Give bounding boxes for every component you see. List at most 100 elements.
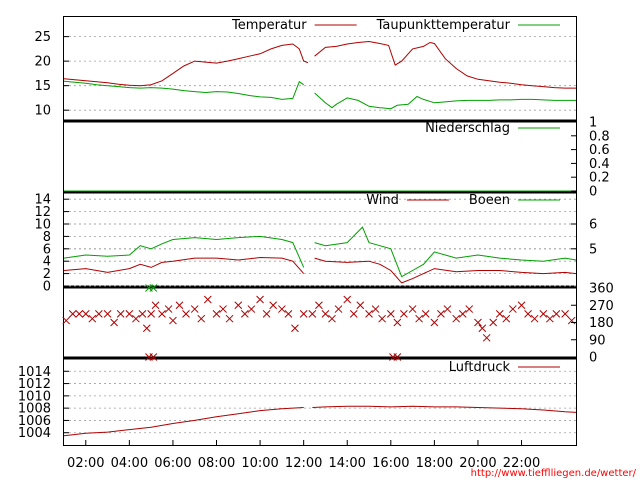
x-tick-label: 20:00 [459,456,496,471]
wind-direction-point [378,314,386,323]
wind-direction-point [430,318,439,327]
legend-label: Wind [366,193,399,208]
wind-direction-point [308,310,317,318]
wind-direction-point [517,301,526,310]
y-tick-label-left: 1014 [18,365,51,380]
wind-direction-point [328,314,336,323]
wind-direction-point [393,353,402,361]
y-tick-label-left: 0 [43,280,51,295]
wind-direction-point [321,310,330,318]
wind-direction-point [452,314,461,323]
wind-direction-point [278,305,286,313]
wind-direction-point [103,310,112,318]
y-tick-label-left: 4 [43,255,51,270]
legend-label: Boeen [469,193,510,208]
y-tick-label-left: 6 [43,242,51,257]
y-tick-label-right: 360 [589,282,614,297]
series-line-temperatur [63,40,576,89]
y-tick-label-right: 0.6 [589,143,610,158]
wind-direction-point [234,301,243,310]
wind-direction-point [371,305,380,313]
wind-direction-point [240,310,249,318]
wind-direction-point [552,310,561,318]
wind-direction-point [164,305,173,313]
wind-direction-point [110,318,118,327]
legend-layer: Taupunkttemperatur Temperatur Niederschlag… [231,18,560,375]
wind-direction-point [149,353,158,361]
y-tick-label-left: 1012 [18,377,51,392]
y-tick-label-right: 0.2 [589,171,610,186]
wind-direction-point [182,310,190,318]
wind-direction-point [334,305,343,313]
wind-direction-point [393,318,402,327]
wind-direction-point [386,310,395,318]
credit-link[interactable]: http://www.tiefflliegen.de/wetter/ [471,468,637,479]
y-tick-label-right: 6 [589,218,597,233]
wind-direction-point [408,305,417,313]
y-tick-label-left: 15 [34,79,51,94]
x-tick-label: 06:00 [154,456,191,471]
series-line-taupunkttemperatur [63,80,576,110]
x-tick-label: 08:00 [198,456,235,471]
wind-direction-point [81,310,90,318]
x-tick-label: 18:00 [416,456,453,471]
x-tick-label: 04:00 [111,456,148,471]
y-tick-label-right: 0.4 [589,157,610,172]
y-tick-label-right: 0 [589,185,597,200]
x-tick-label: 02:00 [67,456,104,471]
series-line-wind [63,256,577,284]
data-layer [62,40,577,437]
wind-direction-point [443,305,452,313]
wind-direction-point [219,305,227,313]
series-line-luftdruck [63,405,577,437]
wind-direction-point [508,305,517,313]
wind-direction-point [458,310,467,318]
legend-label: Temperatur [231,18,307,33]
wind-direction-point [203,295,212,304]
y-tick-label-left: 20 [34,55,51,70]
wind-direction-point [356,301,365,310]
wind-direction-point [421,310,430,318]
wind-direction-point [116,310,125,318]
wind-direction-point [437,310,445,318]
wind-direction-point [365,310,373,318]
wind-direction-point [524,310,532,318]
y-tick-label-left: 10 [34,104,51,119]
legend-label: Niederschlag [425,121,510,136]
wind-direction-point [561,310,569,318]
y-tick-label-left: 25 [34,30,51,45]
wind-direction-point [212,310,221,318]
wind-direction-point [415,314,423,323]
y-tick-label-right: 270 [589,299,614,314]
x-tick-label: 14:00 [328,456,365,471]
x-tick-label: 16:00 [372,456,409,471]
y-tick-label-left: 1006 [18,414,51,429]
y-tick-label-left: 10 [34,218,51,233]
wind-direction-point [530,314,539,323]
x-tick-label: 12:00 [285,456,322,471]
wind-direction-point [68,310,77,318]
y-tick-label-left: 1010 [18,389,51,404]
wind-direction-point [125,310,134,318]
wind-direction-point [291,324,299,333]
wind-direction-point [62,316,71,325]
wind-direction-point [190,305,199,313]
wind-direction-point [88,314,97,323]
legend-label: Taupunkttemperatur [376,18,511,33]
wind-direction-point [75,310,84,318]
wind-direction-point [256,295,264,304]
wind-direction-point [262,310,271,318]
wind-direction-point [132,314,140,323]
wind-direction-point [474,318,482,327]
wind-direction-point [482,333,491,342]
y-tick-label-right: 180 [589,316,614,331]
y-tick-label-left: 1008 [18,402,51,417]
y-tick-label-left: 12 [34,205,51,220]
y-tick-label-left: 8 [43,230,51,245]
wind-direction-point [284,310,293,318]
wind-direction-point [315,301,323,310]
wind-direction-point [495,310,504,318]
wind-direction-point [489,318,498,327]
y-tick-label-left: 14 [34,193,51,208]
